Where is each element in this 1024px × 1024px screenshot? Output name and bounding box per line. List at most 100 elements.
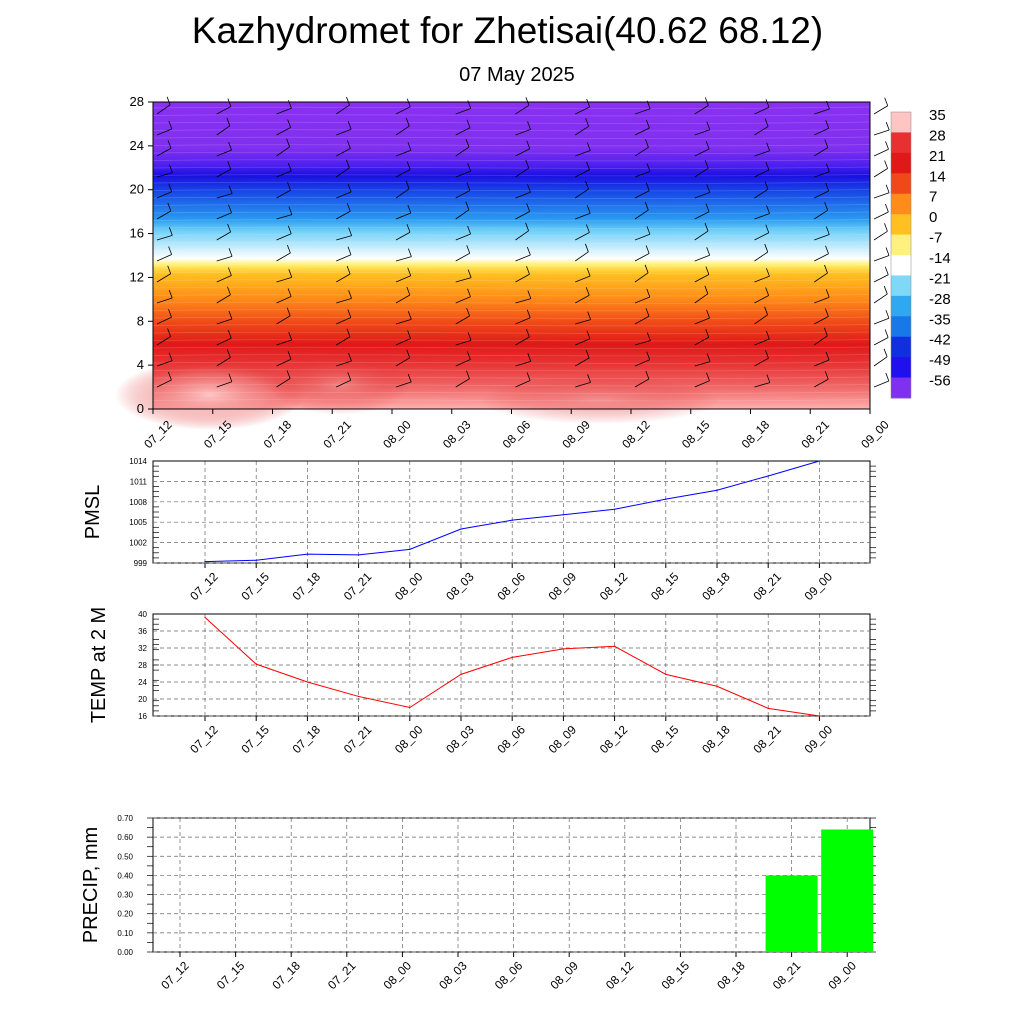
wind-barb-flag [705, 266, 710, 275]
x-tick-label: 09_00 [825, 958, 859, 992]
wind-barb [634, 378, 650, 388]
wind-barb-flag [348, 290, 352, 299]
wind-barb-flag [646, 226, 651, 235]
heatmap-contour [152, 391, 871, 394]
heatmap-contour [152, 271, 871, 274]
colorbar-label: -14 [929, 250, 951, 267]
y-tick-label: 16 [138, 712, 147, 721]
wind-barb [156, 297, 173, 304]
wind-barb [455, 233, 471, 241]
wind-barb-flag [168, 289, 173, 299]
wind-barb-flag [228, 373, 233, 382]
series-point [409, 548, 411, 551]
wind-barb [455, 339, 472, 346]
heatmap-contour [152, 219, 871, 222]
wind-barb-flag [525, 159, 530, 169]
wind-barb [634, 190, 650, 199]
wind-barb [455, 252, 470, 262]
wind-barb [276, 189, 291, 199]
y-tick-label: 0.30 [117, 891, 133, 900]
wind-barb [515, 167, 529, 178]
x-tick-label: 08_12 [603, 958, 637, 992]
wind-barb-flag [586, 142, 591, 151]
wind-barb-flag [825, 245, 829, 254]
x-tick-label: 08_15 [679, 417, 713, 451]
wind-barb-flag [764, 118, 769, 127]
wind-barb-flag [884, 223, 888, 232]
wind-barb-flag [883, 348, 888, 357]
wind-barb [694, 254, 710, 262]
x-tick-label: 07_18 [290, 569, 324, 603]
colorbar-segment [891, 234, 911, 256]
wind-barb-flag [346, 96, 350, 106]
precip-bar [821, 829, 874, 952]
y-tick-label: 40 [138, 610, 147, 619]
wind-barb-flag [765, 330, 770, 340]
wind-barb-flag [885, 141, 889, 150]
wind-barb [156, 147, 172, 157]
y-tick-label: 1014 [129, 457, 147, 466]
wind-barb [336, 297, 352, 304]
wind-barb [455, 209, 470, 220]
wind-barb [156, 104, 171, 115]
wind-barb [395, 125, 410, 136]
wind-barb [395, 338, 411, 346]
x-tick-label: 08_00 [392, 722, 426, 756]
wind-barb [156, 191, 172, 199]
y-tick-label: 0 [137, 401, 144, 416]
wind-barb-flag [288, 331, 293, 341]
heatmap-contour [152, 234, 871, 237]
wind-barb-flag [646, 288, 651, 298]
wind-barb [873, 274, 889, 283]
y-tick-label: 20 [138, 695, 147, 704]
heatmap-contour [152, 249, 871, 252]
wind-barb-flag [227, 286, 231, 295]
precip-panel: 07_12 07_15 07_18 07_21 08_00 08_03 08_06 08_09… [80, 814, 876, 992]
x-tick-label: 07_18 [290, 722, 324, 756]
wind-barb [515, 273, 530, 283]
wind-barb [814, 316, 829, 325]
precip-bar [765, 875, 818, 952]
x-tick-label: 08_18 [739, 417, 773, 451]
wind-barb [634, 296, 650, 304]
heatmap-field [153, 102, 870, 409]
wind-barb [395, 318, 412, 325]
colorbar-segment [891, 214, 911, 236]
wind-barb [336, 273, 351, 283]
wind-barb-flag [765, 350, 769, 359]
wind-barb-flag [766, 374, 771, 383]
y-axis-label: TEMP at 2 M [88, 607, 110, 723]
wind-barb-flag [347, 309, 352, 318]
wind-barb-flag [526, 140, 531, 149]
series-point [255, 663, 257, 665]
wind-barb [575, 125, 589, 136]
series-point [665, 673, 667, 675]
series-point [562, 648, 565, 650]
wind-barb-flag [644, 201, 649, 211]
wind-barb [634, 359, 650, 367]
y-tick-label: 24 [138, 678, 147, 687]
series-point [460, 528, 462, 530]
x-tick-label: 08_00 [381, 958, 415, 992]
wind-barb-flag [345, 159, 350, 168]
heatmap-contour [152, 211, 871, 214]
wind-barb-flag [407, 311, 412, 320]
heatmap-contour [152, 256, 871, 259]
y-tick-label: 32 [138, 644, 147, 653]
wind-barb-flag [884, 160, 888, 169]
series-point [562, 514, 565, 516]
colorbar-label: 28 [929, 127, 946, 144]
wind-barb [515, 317, 531, 325]
x-tick-label: 08_12 [597, 569, 631, 603]
x-tick-label: 08_09 [547, 958, 581, 992]
wind-barb [634, 108, 651, 115]
wind-barb [216, 106, 232, 115]
y-tick-label: 0.50 [117, 852, 133, 861]
wind-barb [336, 210, 351, 220]
x-tick-label: 08_15 [659, 958, 693, 992]
wind-barb-flag [885, 203, 889, 213]
page-title: Kazhydromet for Zhetisai(40.62 68.12) [191, 10, 824, 51]
x-tick-label: 09_00 [802, 722, 836, 756]
colorbar: 35 28 21 14 7 0 -7 -14 -21 -28 -35 -42 -49 -56 [890, 107, 951, 399]
wind-barb [216, 318, 233, 325]
